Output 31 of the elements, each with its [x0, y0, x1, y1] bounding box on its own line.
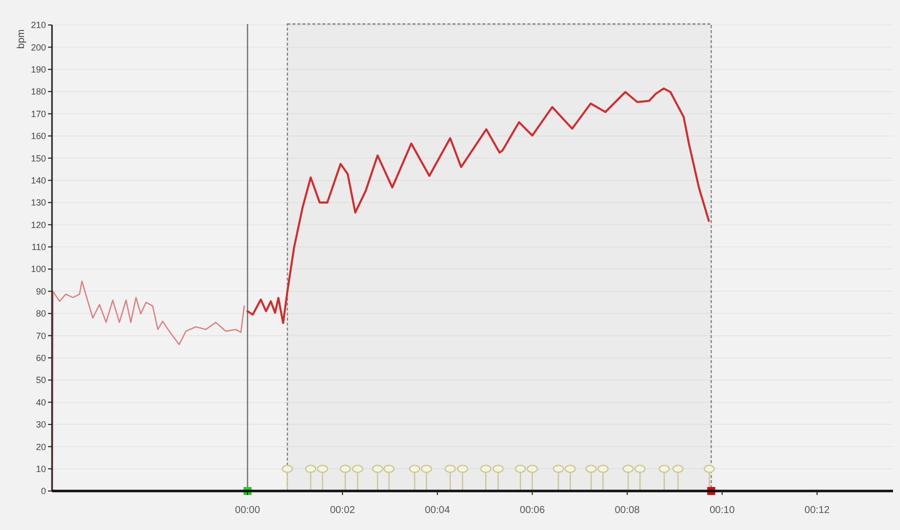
y-tick-label: 20 — [36, 442, 46, 452]
y-tick-label: 0 — [40, 486, 46, 496]
y-tick-label: 160 — [30, 131, 46, 142]
x-tick-label: 00:06 — [520, 505, 546, 516]
y-tick-label: 140 — [30, 175, 46, 186]
y-tick-label: 190 — [30, 64, 46, 75]
x-tick-label: 00:04 — [424, 505, 450, 516]
y-tick-label: 120 — [30, 220, 46, 230]
x-tick-label: 00:00 — [235, 505, 260, 516]
y-tick-label: 70 — [36, 330, 46, 341]
line-series — [246, 87, 710, 324]
y-tick-label: 110 — [32, 242, 46, 252]
y-tick-label: 170 — [30, 108, 46, 119]
y-axis-title: bpm — [16, 29, 27, 49]
y-tick-label: 30 — [36, 420, 46, 430]
x-tick-label: 00:02 — [330, 505, 356, 516]
y-tick-label: 180 — [30, 86, 46, 97]
y-tick-label: 150 — [30, 153, 46, 164]
x-tick-label: 00:10 — [710, 505, 736, 516]
y-tick-label: 10 — [36, 464, 46, 474]
x-tick-label: 00:12 — [804, 505, 830, 516]
y-tick-label: 80 — [36, 308, 46, 319]
y-tick-label: 130 — [30, 198, 46, 208]
y-tick-label: 50 — [36, 375, 46, 386]
x-tick-label: 00:08 — [614, 505, 640, 516]
y-tick-label: 60 — [36, 353, 46, 364]
y-tick-label: 90 — [36, 286, 46, 296]
y-tick-label: 40 — [36, 397, 46, 408]
y-tick-label: 210 — [30, 20, 46, 30]
y-tick-label: 100 — [30, 264, 46, 274]
y-tick-label: 200 — [30, 42, 46, 52]
